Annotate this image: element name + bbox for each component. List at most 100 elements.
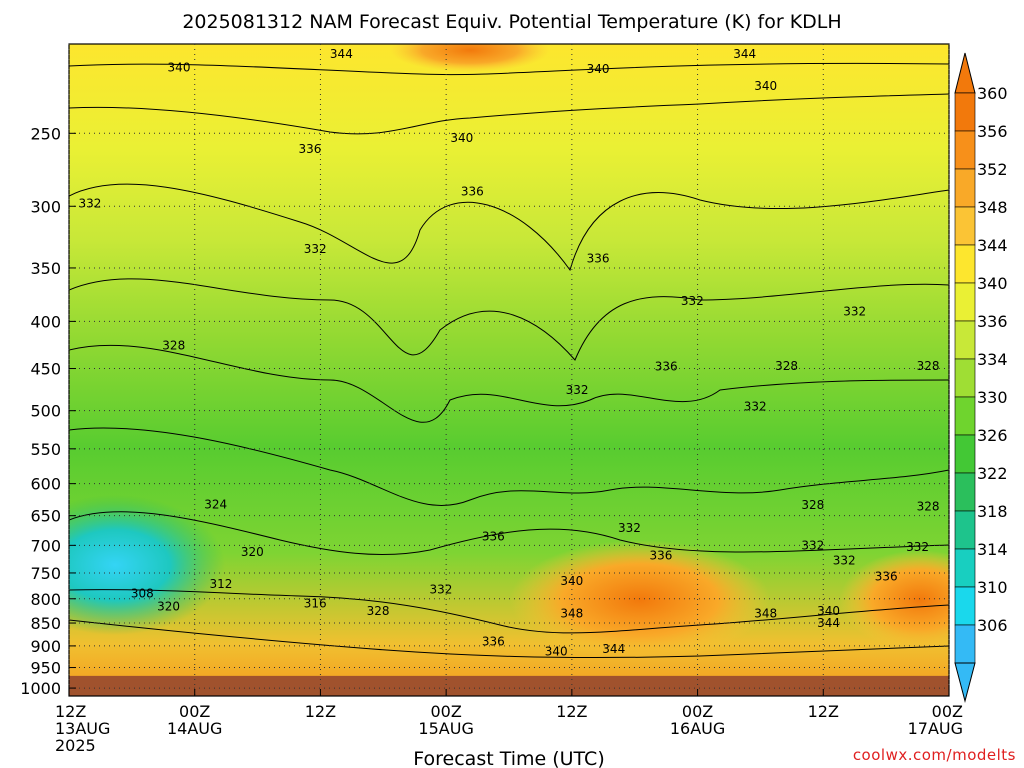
y-tick-label: 900	[30, 637, 61, 656]
colorbar-swatch	[954, 472, 976, 512]
colorbar-tick-label: 322	[977, 464, 1008, 483]
contour-line	[69, 619, 949, 659]
colorbar-swatch	[954, 282, 976, 322]
contour-label: 344	[817, 616, 840, 630]
plot-area	[69, 44, 949, 696]
colorbar-tick-label: 336	[977, 312, 1008, 331]
colorbar-tick-label: 310	[977, 578, 1008, 597]
x-tick-label: 12Z	[808, 702, 839, 721]
colorbar-extend-top	[954, 52, 976, 94]
contour-label: 320	[157, 600, 180, 614]
contour-label: 320	[241, 545, 264, 559]
y-tick-label: 700	[30, 536, 61, 555]
y-tick-label: 400	[30, 312, 61, 331]
y-tick-label: 950	[30, 659, 61, 678]
contour-line	[69, 93, 949, 135]
x-tick-label: 12Z	[305, 702, 336, 721]
contour-label: 348	[560, 607, 583, 621]
colorbar-extend-bottom	[954, 662, 976, 703]
colorbar-swatch	[954, 396, 976, 436]
x-tick-label: 00Z	[430, 702, 461, 721]
contour-label: 332	[833, 553, 856, 567]
y-tick-label: 250	[30, 124, 61, 143]
colorbar-swatch	[954, 320, 976, 360]
contour-label: 340	[754, 79, 777, 93]
colorbar-swatch	[954, 434, 976, 474]
colorbar-tick-label: 344	[977, 236, 1008, 255]
ground-layer	[69, 675, 949, 696]
contour-label: 332	[618, 521, 641, 535]
warm-pocket-day2	[510, 540, 770, 660]
contour-label: 328	[801, 498, 824, 512]
contour-label: 348	[754, 607, 777, 621]
contour-label: 336	[298, 142, 321, 156]
contour-label: 336	[482, 530, 505, 544]
x-tick-label: 15AUG	[418, 719, 473, 738]
contour-label: 332	[843, 304, 866, 318]
contour-label: 328	[162, 339, 185, 353]
x-axis-label: Forecast Time (UTC)	[413, 748, 604, 768]
contour-line	[69, 344, 949, 423]
y-axis: 250 300 350 400 450 500 550 600 650 700 750 800 850 9…	[20, 124, 76, 698]
colorbar-tick-label: 330	[977, 388, 1008, 407]
x-tick-label: 12Z	[556, 702, 587, 721]
y-tick-label: 650	[30, 507, 61, 526]
contour-label: 340	[545, 645, 568, 659]
contour-label: 324	[204, 497, 227, 511]
contour-label: 316	[304, 597, 327, 611]
colorbar-tick-label: 360	[977, 84, 1008, 103]
warm-pocket-top	[390, 44, 550, 72]
grid-lines	[68, 44, 950, 696]
x-tick-label: 17AUG	[908, 719, 963, 738]
x-tick-label: 2025	[55, 736, 96, 755]
contour-label: 328	[917, 499, 940, 513]
contour-label: 332	[906, 540, 929, 554]
x-tick-label: 12Z	[55, 702, 86, 721]
x-tick-label: 00Z	[932, 702, 963, 721]
contour-label: 328	[775, 359, 798, 373]
contour-label: 332	[801, 538, 824, 552]
y-tick-label: 850	[30, 614, 61, 633]
contour-label: 328	[917, 359, 940, 373]
colorbar-tick-label: 326	[977, 426, 1008, 445]
contour-label: 336	[461, 184, 484, 198]
colorbar-tick-label: 314	[977, 540, 1008, 559]
cold-pocket	[69, 495, 225, 635]
colorbar-swatch	[954, 586, 976, 626]
colorbar-swatch	[954, 244, 976, 284]
colorbar-swatch	[954, 548, 976, 588]
colorbar-swatch	[954, 92, 976, 132]
contour-label: 336	[587, 252, 610, 266]
colorbar-tick-label: 306	[977, 616, 1008, 635]
contour-label: 344	[733, 47, 756, 61]
chart-title: 2025081312 NAM Forecast Equiv. Potential…	[182, 11, 841, 33]
contour-line	[69, 62, 949, 76]
contour-label: 340	[587, 62, 610, 76]
colorbar-swatch	[954, 206, 976, 246]
colorbar-tick-label: 348	[977, 198, 1008, 217]
colorbar-swatch	[954, 168, 976, 208]
credit-text: coolwx.com/modelts	[853, 746, 1016, 764]
contour-lines	[69, 62, 949, 659]
contour-labels: 340 344 340 344 340 340 336 332 336 332 336 332 332 3…	[78, 47, 939, 659]
colorbar-swatch	[954, 130, 976, 170]
colorbar-swatch	[954, 510, 976, 550]
colorbar-swatch	[954, 624, 976, 664]
y-tick-label: 1000	[20, 679, 61, 698]
contour-label: 336	[649, 548, 672, 562]
x-tick-label: 13AUG	[55, 719, 110, 738]
contour-line	[69, 183, 949, 272]
y-tick-label: 450	[30, 360, 61, 379]
contour-label: 332	[681, 294, 704, 308]
colorbar-tick-label: 318	[977, 502, 1008, 521]
x-tick-label: 00Z	[179, 702, 210, 721]
colorbar-tick-label: 352	[977, 160, 1008, 179]
y-tick-label: 800	[30, 590, 61, 609]
contour-label: 332	[78, 197, 101, 211]
contour-label: 332	[429, 583, 452, 597]
contour-label: 340	[168, 60, 191, 74]
contour-line	[69, 511, 949, 556]
contour-label: 312	[209, 577, 232, 591]
x-tick-label: 16AUG	[670, 719, 725, 738]
